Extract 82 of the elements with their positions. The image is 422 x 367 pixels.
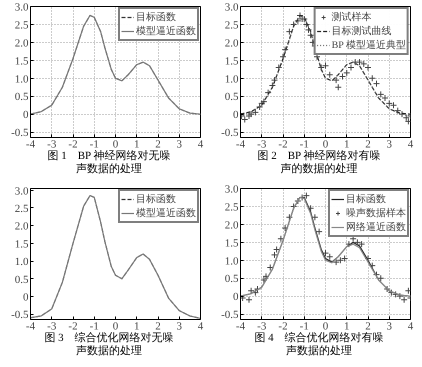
y-tick-label: -0.5 <box>221 127 239 140</box>
y-tick-label: 0.5 <box>224 91 239 104</box>
y-tick-label: 0.5 <box>224 273 239 286</box>
y-tick-label: 2.0 <box>14 220 29 233</box>
x-tick-label: -4 <box>236 320 246 332</box>
text: 图 1 BP 神经网络对无噪声数据的处理 <box>46 150 172 176</box>
x-tick-label: -2 <box>68 320 78 332</box>
y-tick-label: -0.5 <box>11 127 29 140</box>
x-tick-label: 0 <box>322 138 329 150</box>
y-tick-label: 2.5 <box>224 19 239 32</box>
x-tick-label: 1 <box>134 320 140 332</box>
x-tick-label: 2 <box>155 138 161 150</box>
y-tick-label: 0 <box>23 109 29 122</box>
x-tick-label: 2 <box>365 320 371 332</box>
legend-label: 目标函数 <box>136 10 176 24</box>
x-tick-label: -1 <box>300 320 309 332</box>
x-tick-label: 3 <box>386 320 392 332</box>
y-tick-label: -0.5 <box>221 309 239 322</box>
y-tick-label: 0 <box>233 291 239 304</box>
x-tick-label: 2 <box>365 138 371 150</box>
y-tick-label: 1.0 <box>224 255 239 268</box>
y-tick-label: 1.0 <box>14 73 29 86</box>
y-tick-label: -0.5 <box>11 309 29 322</box>
x-tick-label: -3 <box>47 320 57 332</box>
legend-label: 模型逼近函数 <box>136 206 196 220</box>
y-tick-label: 2.0 <box>224 37 239 50</box>
x-tick-label: -2 <box>68 138 78 150</box>
x-tick-label: -1 <box>300 138 309 150</box>
y-tick-label: 1.5 <box>14 238 29 250</box>
y-tick-label: 2.0 <box>224 219 239 232</box>
x-tick-label: 3 <box>386 138 392 150</box>
x-tick-label: 4 <box>198 138 204 150</box>
y-tick-label: 2.5 <box>224 201 239 214</box>
legend-label: 目标函数 <box>136 192 176 206</box>
y-tick-label: 3.0 <box>14 185 29 198</box>
x-tick-label: 4 <box>408 320 414 332</box>
y-tick-label: 2.5 <box>14 19 29 32</box>
text: 图 4 综合优化网络对有噪声数据的处理 <box>254 332 384 358</box>
x-tick-label: -4 <box>236 138 246 150</box>
x-tick-label: 3 <box>176 320 182 332</box>
legend-label: 测试样本 <box>332 10 372 24</box>
x-tick-label: -4 <box>26 320 36 332</box>
y-tick-label: 0 <box>23 291 29 304</box>
y-tick-label: 1.0 <box>224 73 239 86</box>
y-tick-label: 1.5 <box>224 55 239 68</box>
x-tick-label: 4 <box>408 138 414 150</box>
legend-label: 噪声数据样本 <box>346 206 406 220</box>
x-tick-label: -3 <box>257 320 267 332</box>
y-tick-label: 3.0 <box>14 2 29 14</box>
x-tick-label: -3 <box>257 138 267 150</box>
x-tick-label: 1 <box>134 138 140 150</box>
x-tick-label: -1 <box>90 138 99 150</box>
x-tick-label: -3 <box>47 138 57 150</box>
legend-label: 网络逼近函数 <box>346 220 406 234</box>
x-tick-label: 1 <box>344 138 350 150</box>
x-tick-label: 3 <box>176 138 182 150</box>
x-tick-label: 0 <box>112 138 119 150</box>
legend-label: BP 模型逼近典型 <box>332 38 406 52</box>
y-tick-label: 2.0 <box>14 37 29 50</box>
y-tick-label: 0.5 <box>14 274 29 286</box>
y-tick-label: 3.0 <box>224 184 239 196</box>
x-tick-label: 4 <box>198 320 204 332</box>
x-tick-label: 0 <box>322 320 329 332</box>
y-tick-label: 1.5 <box>14 55 29 68</box>
x-tick-label: 0 <box>112 320 119 332</box>
x-tick-label: -2 <box>278 138 288 150</box>
x-tick-label: 1 <box>344 320 350 332</box>
x-tick-label: -1 <box>90 320 99 332</box>
x-tick-label: -2 <box>278 320 288 332</box>
y-tick-label: 0 <box>233 109 239 122</box>
text: 图 2 BP 神经网络对有噪声的数据的处理 <box>256 150 382 176</box>
legend-label: 目标测试曲线 <box>332 24 392 38</box>
legend-label: 模型逼近函数 <box>136 24 196 38</box>
y-tick-label: 2.5 <box>14 202 29 215</box>
y-tick-label: 1.0 <box>14 256 29 268</box>
x-tick-label: 2 <box>155 320 161 332</box>
x-tick-label: -4 <box>26 138 36 150</box>
y-tick-label: 1.5 <box>224 237 239 250</box>
text: 图 3 综合优化网络对无噪声数据的处理 <box>44 332 174 358</box>
y-tick-label: 3.0 <box>224 2 239 14</box>
y-tick-label: 0.5 <box>14 91 29 104</box>
legend-label: 目标函数 <box>346 192 386 206</box>
